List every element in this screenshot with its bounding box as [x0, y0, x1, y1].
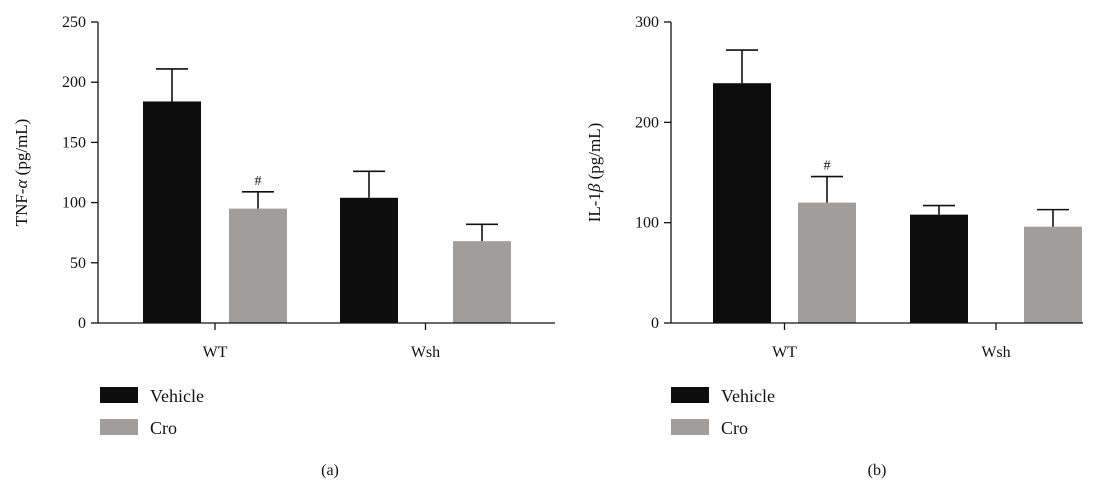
significance-mark: #	[255, 174, 262, 189]
chart-panel-2: #0 100 200 300 WT Wsh IL-1β (pg/mL) Vehicle Cro (…	[585, 14, 1083, 479]
y-tick-label: 150	[62, 134, 86, 151]
y-tick-label: 0	[78, 315, 86, 332]
bar-wsh-cro	[453, 241, 511, 323]
bar-wt-cro	[229, 208, 287, 323]
significance-mark: #	[824, 159, 831, 174]
y-tick-label: 100	[62, 195, 86, 212]
bar-wt-vehicle	[713, 83, 771, 323]
y-tick-label: 50	[70, 255, 86, 272]
x-tick-label-wt: WT	[772, 344, 797, 361]
bar-wt-cro	[798, 202, 856, 323]
legend-swatch-vehicle	[100, 387, 138, 403]
x-tick-label-wt: WT	[203, 344, 228, 361]
bar-wt-vehicle	[143, 101, 201, 324]
legend-label-cro: Cro	[150, 418, 177, 438]
legend-swatch-cro	[100, 419, 138, 435]
legend-label-cro: Cro	[721, 418, 748, 438]
panel-label: (b)	[868, 462, 887, 479]
y-tick-label: 300	[635, 14, 659, 31]
y-tick-label: 200	[635, 114, 659, 131]
y-tick-label: 100	[635, 215, 659, 232]
bar-wsh-vehicle	[340, 197, 398, 323]
x-tick-label-wsh: Wsh	[981, 344, 1010, 361]
y-axis-label: TNF-α (pg/mL)	[12, 119, 31, 227]
legend-swatch-cro	[671, 419, 709, 435]
y-axis-label: IL-1β (pg/mL)	[585, 123, 604, 223]
chart-panel-1: #0 50 100 150 200 250 WT Wsh TNF-α (pg/mL) Vehicl…	[12, 14, 555, 479]
legend-swatch-vehicle	[671, 387, 709, 403]
y-tick-label: 0	[651, 315, 659, 332]
bar-wsh-cro	[1024, 226, 1082, 323]
legend-label-vehicle: Vehicle	[150, 386, 204, 406]
y-tick-label: 200	[62, 74, 86, 91]
legend-label-vehicle: Vehicle	[721, 386, 775, 406]
bar-wsh-vehicle	[910, 214, 968, 323]
panel-label: (a)	[321, 462, 339, 479]
y-tick-label: 250	[62, 14, 86, 31]
x-tick-label-wsh: Wsh	[411, 344, 440, 361]
